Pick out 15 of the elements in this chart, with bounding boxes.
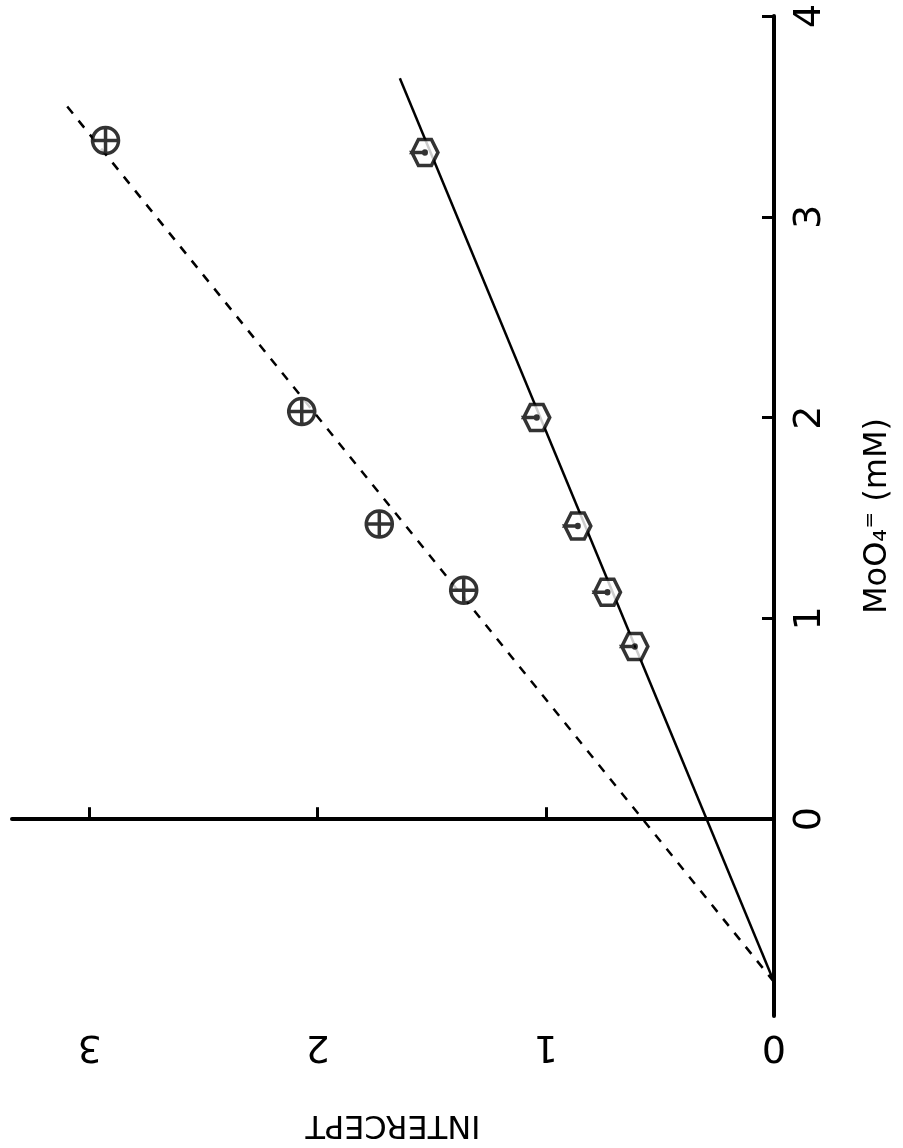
x-axis-title: INTERCEPT <box>304 1108 481 1146</box>
point <box>410 137 440 168</box>
point <box>592 577 623 608</box>
y-tick-label: 1 <box>785 606 829 631</box>
y-tick-label: 3 <box>785 204 829 229</box>
y-tick-label: 2 <box>785 405 829 430</box>
y-tick-label: 4 <box>785 3 829 29</box>
x-tick-label: 2 <box>305 1027 330 1071</box>
x-tick-label: 1 <box>533 1027 558 1071</box>
y-tick-label: 0 <box>785 807 829 832</box>
point <box>521 402 552 433</box>
point <box>620 631 650 662</box>
point <box>563 511 593 541</box>
y-axis-title: MoO₄⁼ (mM) <box>856 417 894 615</box>
x-tick-label: 3 <box>77 1027 102 1071</box>
